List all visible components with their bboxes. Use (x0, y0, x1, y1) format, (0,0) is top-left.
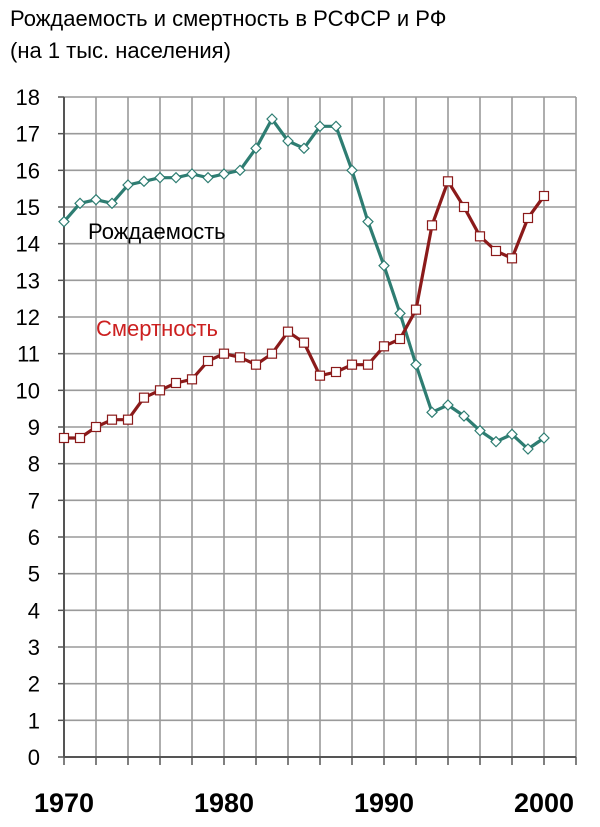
y-tick-16: 16 (16, 158, 40, 183)
series-layer (58, 113, 550, 455)
deaths-point-1995 (458, 201, 470, 213)
deaths-point-1974 (122, 414, 134, 425)
births-point-1981 (234, 164, 246, 177)
births-point-1991 (394, 307, 406, 320)
births-point-1974 (122, 179, 134, 191)
births-point-1980 (218, 168, 230, 180)
y-tick-14: 14 (16, 232, 40, 257)
births-point-1970 (58, 215, 70, 228)
births-point-1995 (458, 410, 470, 422)
x-tick-2000: 2000 (514, 788, 574, 818)
births-point-1998 (506, 428, 518, 441)
births-point-1990 (378, 259, 390, 272)
deaths-point-1983 (266, 348, 278, 359)
births-point-1993 (426, 406, 438, 419)
deaths-point-1979 (202, 355, 214, 367)
x-tick-1990: 1990 (354, 788, 414, 818)
y-tick-17: 17 (16, 122, 40, 147)
deaths-point-1997 (490, 245, 502, 257)
deaths-point-1982 (250, 359, 262, 370)
y-tick-9: 9 (28, 415, 40, 440)
deaths-point-1990 (378, 341, 390, 352)
deaths-point-1994 (442, 176, 454, 187)
y-tick-6: 6 (28, 525, 40, 550)
deaths-point-1993 (426, 220, 438, 231)
series-label-deaths: Смертность (96, 316, 218, 341)
births-point-1999 (522, 443, 534, 455)
births-point-1994 (442, 399, 454, 411)
x-tick-labels: 1970 1980 1990 2000 (34, 788, 574, 818)
grid-lines (64, 96, 577, 757)
series-1 (58, 176, 550, 444)
deaths-point-1989 (362, 359, 374, 370)
births-point-1988 (346, 164, 358, 177)
series-label-births: Рождаемость (88, 219, 226, 244)
births-point-1985 (298, 142, 310, 155)
deaths-point-1991 (394, 333, 406, 345)
y-tick-5: 5 (28, 562, 40, 587)
deaths-point-1980 (218, 348, 230, 359)
births-point-1996 (474, 424, 486, 437)
y-tick-4: 4 (28, 598, 40, 623)
deaths-point-1996 (474, 231, 486, 242)
births-point-1978 (186, 168, 198, 180)
births-point-1997 (490, 435, 502, 448)
y-tick-3: 3 (28, 635, 40, 660)
y-tick-7: 7 (28, 488, 40, 513)
deaths-point-1981 (234, 352, 246, 363)
deaths-point-1975 (138, 392, 150, 403)
y-tick-13: 13 (16, 268, 40, 293)
births-point-1982 (250, 142, 262, 155)
deaths-point-1999 (522, 212, 534, 224)
deaths-point-1988 (346, 359, 358, 370)
y-tick-0: 0 (28, 745, 40, 770)
deaths-point-1978 (186, 374, 198, 385)
births-point-1972 (90, 193, 102, 206)
y-tick-2: 2 (28, 672, 40, 697)
deaths-point-1985 (298, 337, 310, 348)
deaths-point-1986 (314, 370, 326, 381)
deaths-point-2000 (538, 190, 550, 202)
births-point-1979 (202, 171, 214, 184)
deaths-point-1977 (170, 377, 182, 389)
births-point-1983 (266, 113, 278, 125)
y-tick-11: 11 (17, 342, 40, 367)
deaths-point-1972 (90, 421, 102, 433)
y-tick-8: 8 (28, 452, 40, 477)
births-point-1977 (170, 171, 182, 184)
chart-title-line-2: (на 1 тыс. населения) (10, 38, 231, 63)
births-point-1987 (330, 120, 342, 133)
x-tick-1980: 1980 (194, 788, 254, 818)
births-point-1976 (154, 171, 166, 184)
births-point-2000 (538, 432, 550, 444)
deaths-point-1984 (282, 326, 294, 337)
y-tick-1: 1 (28, 708, 40, 733)
births-point-1989 (362, 215, 374, 228)
y-tick-18: 18 (16, 85, 40, 110)
deaths-point-1970 (58, 432, 70, 444)
deaths-point-1992 (410, 304, 422, 315)
y-tick-12: 12 (16, 305, 40, 330)
deaths-point-1973 (106, 414, 118, 425)
chart-title-line-1: Рождаемость и смертность в РСФСР и РФ (10, 6, 447, 31)
x-tick-1970: 1970 (34, 788, 94, 818)
deaths-point-1987 (330, 366, 342, 378)
births-point-1992 (410, 358, 422, 371)
births-point-1986 (314, 120, 326, 133)
deaths-point-1976 (154, 385, 166, 396)
births-point-1975 (138, 175, 150, 188)
deaths-point-1971 (74, 432, 86, 444)
axes (58, 96, 577, 765)
births-point-1973 (106, 197, 118, 210)
births-point-1984 (282, 135, 294, 147)
series-0 (58, 113, 550, 455)
births-point-1971 (74, 197, 86, 210)
y-tick-15: 15 (16, 195, 40, 220)
y-tick-10: 10 (16, 378, 40, 403)
deaths-point-1998 (506, 253, 518, 264)
series-line-0 (62, 117, 545, 451)
